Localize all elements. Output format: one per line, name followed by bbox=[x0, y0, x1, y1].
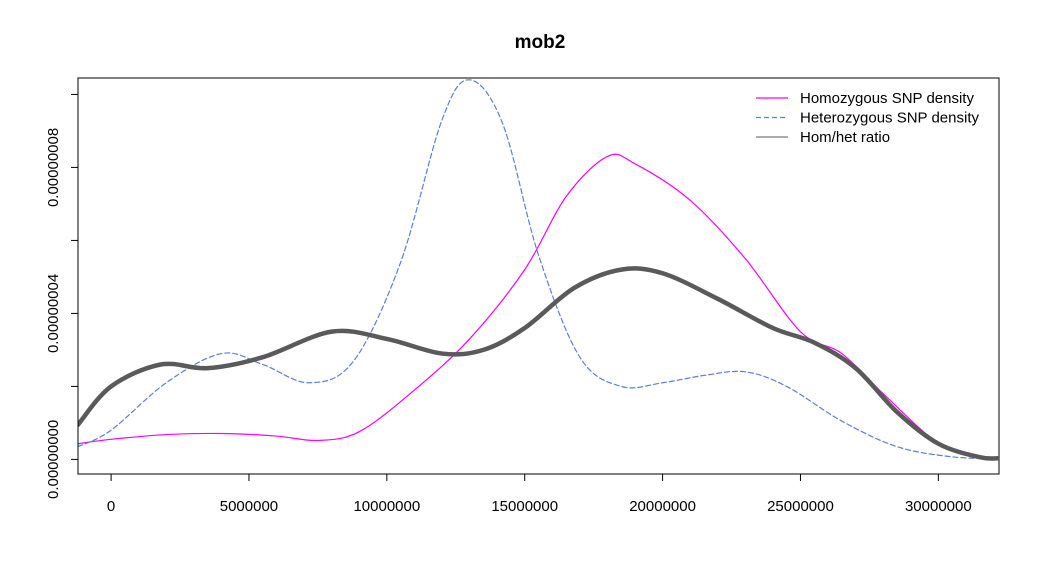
legend-label-heterozygous-snp-density: Heterozygous SNP density bbox=[800, 110, 979, 127]
legend: Homozygous SNP density Heterozygous SNP d… bbox=[756, 90, 979, 146]
x-tick-label: 10000000 bbox=[353, 498, 420, 515]
y-tick-label: 0.00000000 bbox=[45, 420, 62, 499]
y-axis: 0.00000000 0.00000004 0.00000008 bbox=[45, 93, 79, 499]
x-axis: 0 5000000 10000000 15000000 20000000 25000000… bbox=[107, 473, 972, 515]
x-tick-label: 15000000 bbox=[491, 498, 558, 515]
series-line-homozygous-snp-density bbox=[78, 153, 999, 460]
legend-label-hom-het-ratio: Hom/het ratio bbox=[800, 129, 890, 146]
series-line-hom-het-ratio bbox=[78, 266, 999, 461]
series-layer bbox=[78, 79, 999, 461]
x-tick-label: 20000000 bbox=[629, 498, 696, 515]
chart-title: mob2 bbox=[515, 32, 566, 53]
x-tick-label: 0 bbox=[107, 498, 115, 515]
y-tick-label: 0.00000008 bbox=[45, 128, 62, 207]
x-tick-label: 5000000 bbox=[220, 498, 278, 515]
y-tick-label: 0.00000004 bbox=[45, 274, 62, 353]
x-tick-label: 30000000 bbox=[905, 498, 972, 515]
x-tick-label: 25000000 bbox=[767, 498, 834, 515]
legend-label-homozygous-snp-density: Homozygous SNP density bbox=[800, 90, 974, 107]
